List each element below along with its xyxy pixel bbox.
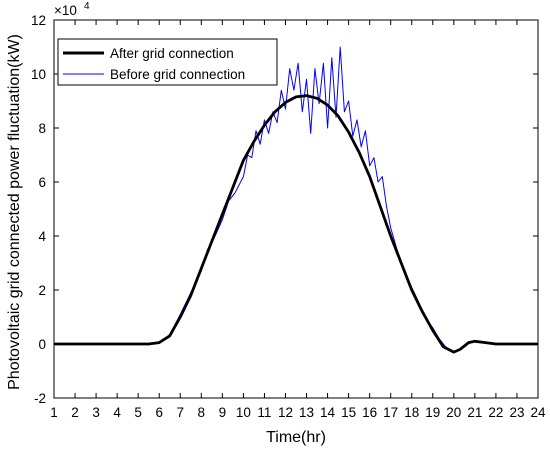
x-axis-label: Time(hr) [266,429,326,446]
x-tick-label: 6 [155,405,163,420]
x-tick-label: 11 [257,405,271,420]
x-axis-ticks: 1 2 3 4 5 6 7 8 9 10 11 12 13 14 15 16 17 18 19 20 21 22 23 24 [50,20,546,420]
y-axis-ticks: -2 0 2 4 6 8 10 12 [31,13,538,406]
x-tick-label: 7 [177,405,185,420]
legend-label-before: Before grid connection [110,67,245,82]
y-tick-label: 0 [38,337,46,352]
x-tick-label: 21 [467,405,482,420]
y-tick-label: 12 [31,13,46,28]
x-tick-label: 5 [134,405,142,420]
x-tick-label: 22 [488,405,503,420]
x-tick-label: 15 [341,405,356,420]
legend-label-after: After grid connection [110,46,234,61]
x-tick-label: 23 [509,405,524,420]
y-tick-label: -2 [34,391,46,406]
legend-box [57,38,278,86]
x-tick-label: 16 [362,405,377,420]
x-tick-label: 14 [320,405,336,420]
y-tick-label: 6 [38,175,46,190]
x-tick-label: 1 [50,405,58,420]
x-tick-label: 24 [530,405,546,420]
x-tick-label: 17 [383,405,398,420]
x-tick-label: 9 [219,405,227,420]
x-tick-label: 2 [71,405,79,420]
y-tick-label: 10 [31,67,46,82]
y-exponent-label: ×10 [54,3,77,18]
y-tick-label: 4 [38,229,46,244]
y-axis-label: Photovoltaic grid connected power fluctu… [6,34,23,390]
x-tick-label: 3 [92,405,100,420]
x-tick-label: 20 [446,405,461,420]
legend: After grid connection Before grid connec… [57,38,278,86]
x-tick-label: 13 [299,405,314,420]
x-tick-label: 10 [236,405,251,420]
x-tick-label: 12 [278,405,293,420]
x-tick-label: 19 [425,405,440,420]
series-layer [54,46,538,354]
x-tick-label: 18 [404,405,419,420]
y-tick-label: 2 [38,283,46,298]
x-tick-label: 4 [113,405,121,420]
y-exponent-power: 4 [84,1,90,12]
x-tick-label: 8 [198,405,206,420]
y-tick-label: 8 [38,121,46,136]
series-line-after [54,94,538,354]
